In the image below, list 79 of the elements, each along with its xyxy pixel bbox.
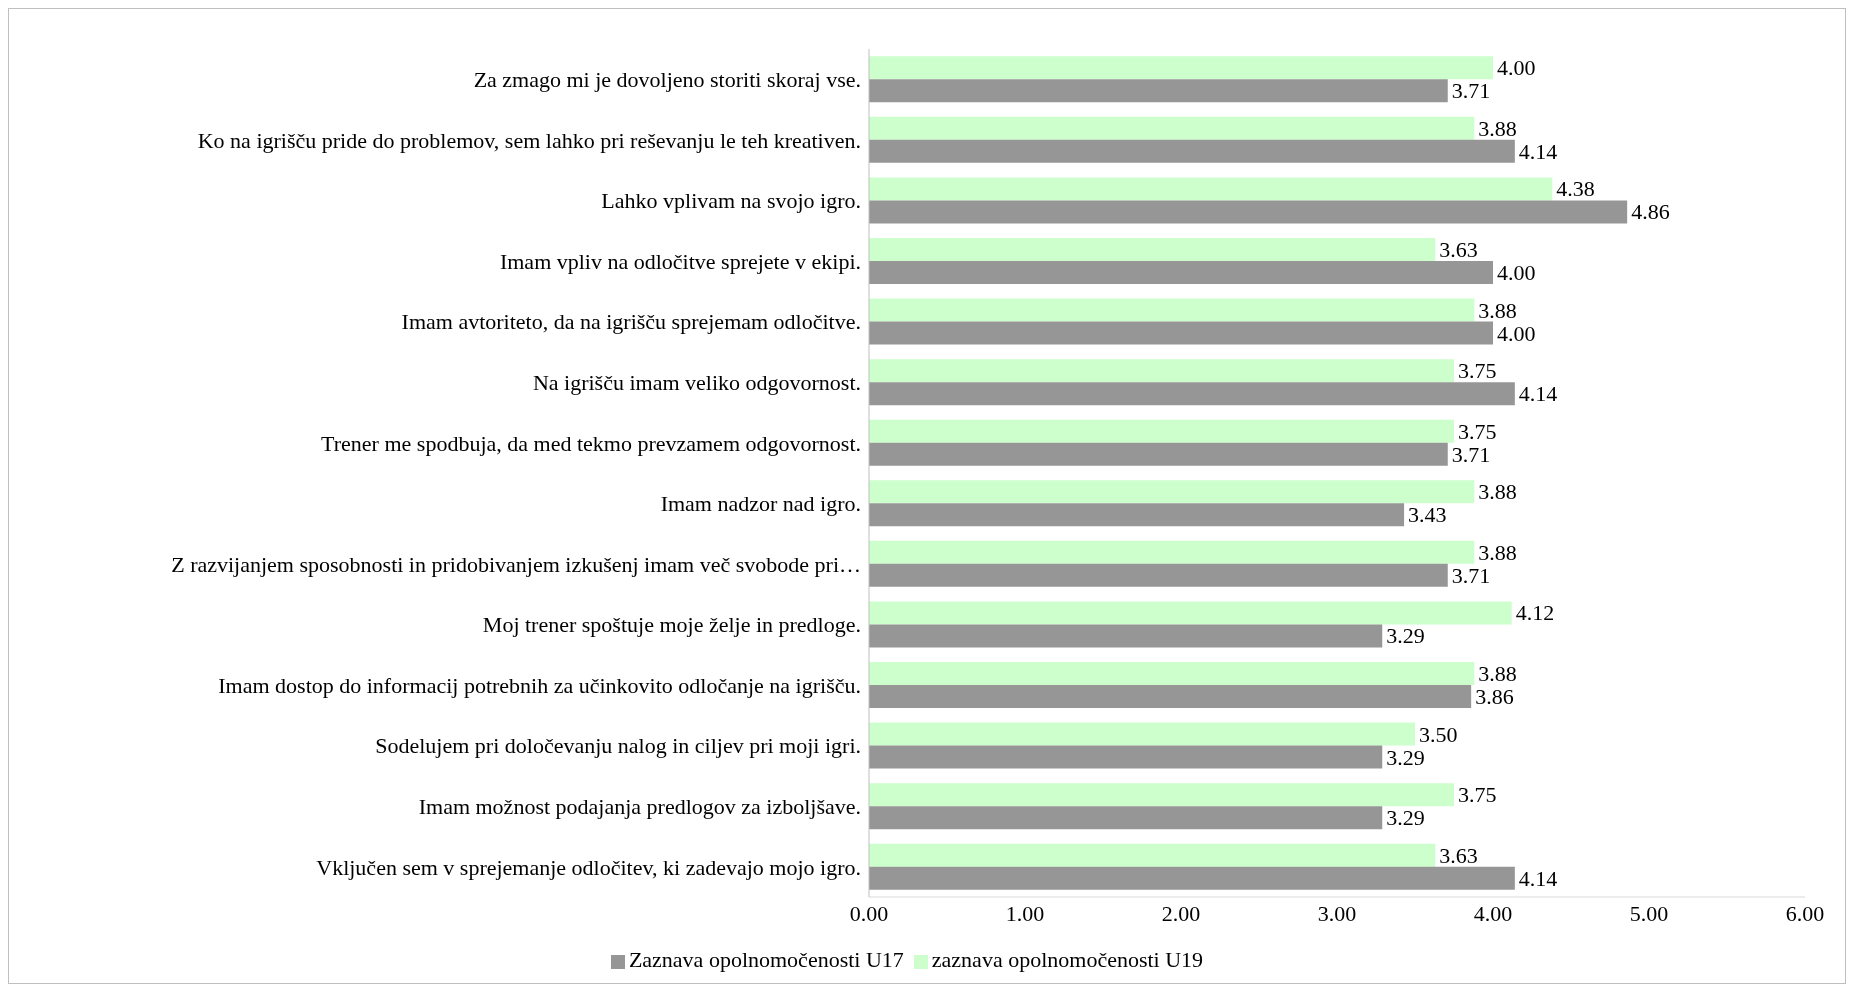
x-tick-label: 6.00 (1785, 900, 1825, 926)
data-label: 3.88 (1478, 297, 1517, 323)
bar (869, 442, 1448, 466)
bar (869, 540, 1475, 564)
data-label: 3.75 (1458, 418, 1497, 444)
y-tick-label: Imam nadzor nad igro. (660, 491, 861, 517)
data-label: 4.14 (1518, 381, 1558, 407)
bar (869, 866, 1515, 890)
data-label: 3.75 (1458, 358, 1497, 384)
data-label: 4.12 (1515, 600, 1555, 626)
bar (869, 321, 1493, 345)
bar (869, 480, 1475, 504)
data-label: 3.71 (1451, 78, 1491, 104)
data-label: 3.71 (1451, 441, 1491, 467)
bar (869, 200, 1628, 224)
x-tick-label: 0.00 (849, 900, 889, 926)
bar (869, 722, 1415, 746)
y-tick-label: Z razvijanjem sposobnosti in pridobivanjem izkušenj imam več svobode pri… (171, 551, 861, 577)
data-label: 3.75 (1458, 782, 1497, 808)
x-tick-label: 3.00 (1317, 900, 1357, 926)
bar (869, 382, 1515, 406)
bar (869, 624, 1383, 648)
data-label: 3.88 (1478, 115, 1517, 141)
data-label: 4.00 (1497, 320, 1536, 346)
bar (869, 843, 1436, 867)
bar (869, 116, 1475, 140)
bar (869, 237, 1436, 261)
x-tick-label: 2.00 (1161, 900, 1201, 926)
y-tick-label: Sodelujem pri določevanju nalog in ciljev pri moji igri. (375, 733, 861, 759)
legend-label: zaznava opolnomočenosti U19 (931, 947, 1204, 972)
y-tick-label: Ko na igrišču pride do problemov, sem lahko pri reševanju le teh kreativen. (197, 127, 861, 153)
data-label: 4.14 (1518, 865, 1558, 891)
data-label: 3.29 (1386, 744, 1425, 770)
bar (869, 139, 1515, 163)
y-tick-label: Imam vpliv na odločitve sprejete v ekipi. (499, 248, 861, 274)
bar (869, 563, 1448, 587)
y-tick-label: Imam avtoriteto, da na igrišču sprejemam odločitve. (401, 309, 861, 335)
bar (869, 503, 1405, 527)
legend-label: Zaznava opolnomočenosti U17 (628, 947, 904, 972)
bar (869, 177, 1553, 201)
bar (869, 359, 1454, 383)
y-tick-label: Moj trener spoštuje moje želje in predloge. (482, 612, 861, 638)
y-tick-label: Imam dostop do informacij potrebnih za učinkovito odločanje na igrišču. (218, 672, 861, 698)
bar (869, 79, 1448, 103)
bar (869, 298, 1475, 322)
y-tick-label: Za zmago mi je dovoljeno storiti skoraj vse. (473, 67, 861, 93)
data-label: 3.88 (1478, 660, 1517, 686)
y-tick-label: Vključen sem v sprejemanje odločitev, ki zadevajo mojo igro. (316, 854, 861, 880)
data-label: 4.00 (1497, 55, 1536, 81)
x-tick-label: 5.00 (1629, 900, 1669, 926)
bar (869, 661, 1475, 685)
data-label: 4.38 (1556, 176, 1595, 202)
data-label: 3.29 (1386, 623, 1425, 649)
data-label: 4.86 (1631, 199, 1670, 225)
y-tick-label: Na igrišču imam veliko odgovornost. (532, 369, 861, 395)
data-label: 3.71 (1451, 562, 1491, 588)
x-tick-label: 4.00 (1473, 900, 1513, 926)
data-label: 3.63 (1439, 236, 1478, 262)
data-label: 3.63 (1439, 842, 1478, 868)
bar (869, 806, 1383, 830)
bar (869, 745, 1383, 769)
bar (869, 56, 1493, 80)
bar (869, 419, 1454, 443)
data-label: 3.29 (1386, 805, 1425, 831)
data-label: 4.14 (1518, 138, 1558, 164)
data-label: 3.88 (1478, 479, 1517, 505)
data-label: 3.88 (1478, 539, 1517, 565)
bar (869, 684, 1472, 708)
y-tick-label: Lahko vplivam na svojo igro. (601, 188, 861, 214)
data-label: 3.50 (1419, 721, 1458, 747)
data-label: 3.43 (1408, 502, 1447, 528)
data-label: 4.00 (1497, 259, 1536, 285)
bar (869, 260, 1493, 284)
y-tick-label: Trener me spodbuja, da med tekmo prevzamem odgovornost. (321, 430, 861, 456)
bar (869, 601, 1512, 625)
data-label: 3.86 (1475, 683, 1514, 709)
y-tick-label: Imam možnost podajanja predlogov za izboljšave. (418, 793, 861, 819)
x-tick-label: 1.00 (1005, 900, 1045, 926)
bar (869, 783, 1454, 807)
